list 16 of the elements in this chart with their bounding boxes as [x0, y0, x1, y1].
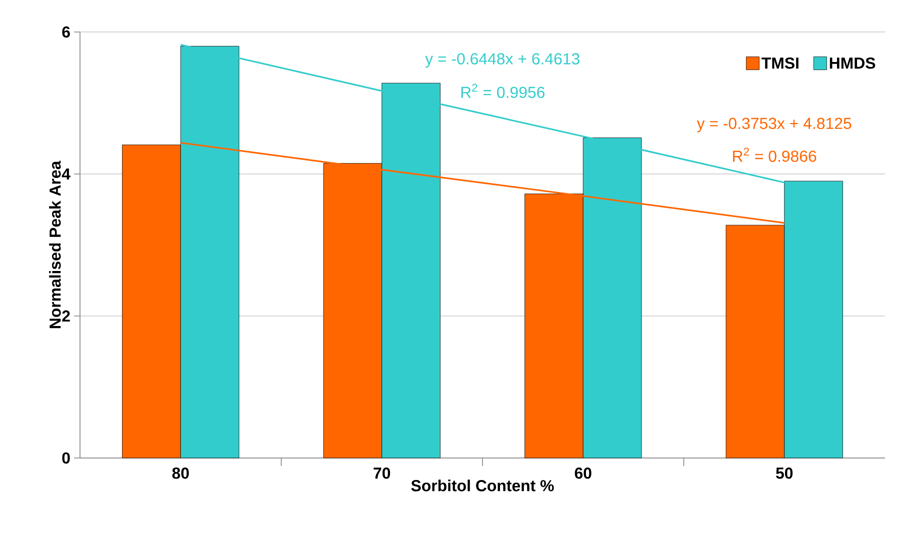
y-tick-label: 0 — [62, 452, 70, 464]
y-tick-label: 2 — [62, 310, 70, 322]
annotation: y = -0.6448x + 6.4613 — [425, 53, 580, 68]
x-tick-label: 80 — [172, 468, 189, 479]
annotation: y = -0.3753x + 4.8125 — [696, 118, 852, 132]
annotation: R$^{2}$ = 0.9866 — [733, 148, 816, 162]
y-tick-label: 6 — [62, 26, 70, 38]
y-axis-title: Normalised Peak Area — [49, 160, 61, 328]
y-tick-label: 4 — [62, 168, 70, 180]
x-tick-label: 70 — [374, 468, 390, 479]
x-tick-label: 50 — [776, 468, 793, 479]
x-tick-label: 60 — [574, 468, 592, 479]
x-axis-title: Sorbitol Content % — [411, 480, 554, 492]
annotation: R$^{2}$ = 0.9956 — [461, 84, 544, 98]
legend-label: HMDS — [830, 57, 876, 69]
legend-label: TMSI — [762, 57, 798, 69]
